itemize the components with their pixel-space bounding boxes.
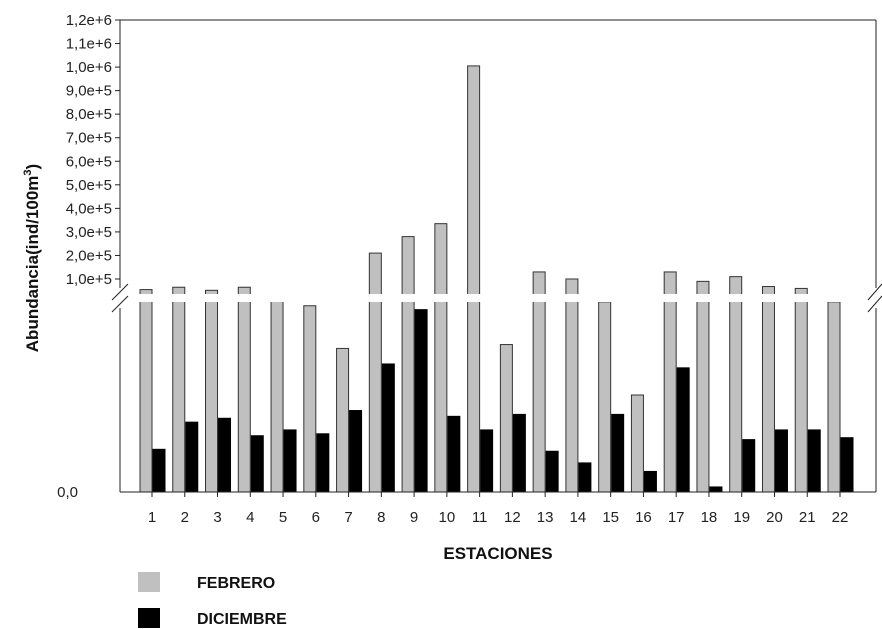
bar-febrero-22 xyxy=(827,301,841,493)
legend: FEBRERO DICIEMBRE xyxy=(138,572,287,628)
bar-febrero-9 xyxy=(401,236,415,493)
bar-diciembre-8 xyxy=(381,363,395,493)
legend-swatch-febrero xyxy=(138,572,160,592)
x-tick-label-1: 1 xyxy=(148,509,156,526)
x-tick-label-8: 8 xyxy=(377,509,385,526)
y-tick-label-9: 9,0e+5 xyxy=(66,83,112,100)
bar-febrero-16 xyxy=(630,394,644,493)
x-tick-label-13: 13 xyxy=(537,509,554,526)
bar-diciembre-6 xyxy=(316,433,330,493)
y-tick-label-12: 1,2e+6 xyxy=(66,12,112,29)
bar-febrero-20 xyxy=(761,286,775,493)
y-axis-title: Abundancia(ind/100m3) xyxy=(22,164,42,352)
x-tick-label-9: 9 xyxy=(410,509,418,526)
bar-febrero-10 xyxy=(434,223,448,493)
y-axis-title-suffix: ) xyxy=(23,164,42,170)
x-tick-label-7: 7 xyxy=(344,509,352,526)
x-tick-label-20: 20 xyxy=(766,509,783,526)
bar-diciembre-9 xyxy=(414,309,428,493)
bar-diciembre-7 xyxy=(349,410,363,493)
x-tick-label-5: 5 xyxy=(279,509,287,526)
bar-febrero-2 xyxy=(172,286,186,493)
break-mark-right-2 xyxy=(867,295,882,313)
y-tick-label-11: 1,1e+6 xyxy=(66,36,112,53)
bar-diciembre-13 xyxy=(545,450,559,493)
bar-febrero-19 xyxy=(729,276,743,493)
bar-febrero-6 xyxy=(303,305,317,493)
bar-diciembre-3 xyxy=(218,417,232,493)
x-tick-label-22: 22 xyxy=(832,509,849,526)
bar-diciembre-10 xyxy=(447,415,461,493)
bar-diciembre-4 xyxy=(250,435,264,493)
bar-febrero-17 xyxy=(663,271,677,493)
bar-diciembre-22 xyxy=(840,437,854,493)
bar-diciembre-2 xyxy=(185,421,199,493)
x-tick-label-10: 10 xyxy=(439,509,456,526)
bar-febrero-14 xyxy=(565,278,579,493)
y-tick-label-7: 7,0e+5 xyxy=(66,130,112,147)
bar-diciembre-21 xyxy=(807,429,821,493)
y-tick-label-6: 6,0e+5 xyxy=(66,153,112,170)
bar-diciembre-11 xyxy=(480,429,494,493)
y-tick-label-1: 1,0e+5 xyxy=(66,271,112,288)
bar-febrero-12 xyxy=(499,344,513,493)
x-tick-label-6: 6 xyxy=(312,509,320,526)
x-tick-label-21: 21 xyxy=(799,509,816,526)
x-tick-label-12: 12 xyxy=(504,509,521,526)
bar-febrero-11 xyxy=(467,65,481,493)
break-mark-right-1 xyxy=(867,283,882,301)
axis-break-gap xyxy=(112,294,882,302)
x-tick-label-3: 3 xyxy=(213,509,221,526)
legend-swatch-diciembre xyxy=(138,608,160,628)
bar-diciembre-1 xyxy=(152,448,166,493)
y-axis-title-superscript: 3 xyxy=(22,169,34,175)
y-tick-label-zero: 0,0 xyxy=(57,484,78,501)
y-tick-label-8: 8,0e+5 xyxy=(66,106,112,123)
bar-febrero-5 xyxy=(270,297,284,493)
x-tick-label-14: 14 xyxy=(570,509,587,526)
x-tick-label-15: 15 xyxy=(602,509,619,526)
x-tick-label-4: 4 xyxy=(246,509,254,526)
bar-febrero-1 xyxy=(139,289,153,493)
x-tick-label-19: 19 xyxy=(733,509,750,526)
y-tick-labels: 1,0e+5 2,0e+5 3,0e+5 4,0e+5 5,0e+5 6,0e+5 7,0e… xyxy=(57,12,112,501)
bar-febrero-7 xyxy=(336,347,350,493)
bar-diciembre-15 xyxy=(611,413,625,493)
bar-febrero-3 xyxy=(205,289,219,493)
bar-diciembre-20 xyxy=(774,429,788,493)
x-axis-title: ESTACIONES xyxy=(443,544,552,563)
bar-febrero-21 xyxy=(794,287,808,493)
y-axis-title-main: Abundancia(ind/100m xyxy=(23,176,42,353)
bar-diciembre-19 xyxy=(742,439,756,493)
bar-diciembre-12 xyxy=(512,413,526,493)
break-mark-left-2 xyxy=(111,295,129,313)
bar-febrero-4 xyxy=(237,286,251,493)
x-tick-label-2: 2 xyxy=(181,509,189,526)
y-tick-label-4: 4,0e+5 xyxy=(66,200,112,217)
bar-diciembre-18 xyxy=(709,486,723,493)
bar-diciembre-17 xyxy=(676,367,690,493)
y-tick-label-3: 3,0e+5 xyxy=(66,224,112,241)
bar-diciembre-5 xyxy=(283,429,297,493)
x-tick-label-11: 11 xyxy=(472,509,488,526)
x-tick-label-16: 16 xyxy=(635,509,652,526)
bar-febrero-18 xyxy=(696,280,710,493)
bar-febrero-15 xyxy=(598,301,612,493)
x-tick-label-17: 17 xyxy=(668,509,685,526)
x-tick-labels: 1 2 3 4 5 6 7 8 9 10 11 12 13 14 15 16 17 18 19 20 21 22 xyxy=(148,509,849,526)
y-tick-label-2: 2,0e+5 xyxy=(66,247,112,264)
legend-label-diciembre: DICIEMBRE xyxy=(197,611,287,628)
y-tick-label-5: 5,0e+5 xyxy=(66,177,112,194)
legend-label-febrero: FEBRERO xyxy=(197,575,275,592)
y-tick-label-10: 1,0e+6 xyxy=(66,59,112,76)
bar-diciembre-16 xyxy=(643,470,657,493)
axes-group xyxy=(111,19,882,497)
break-mark-left-1 xyxy=(111,283,129,301)
bar-diciembre-14 xyxy=(578,462,592,493)
bars-group xyxy=(139,65,854,493)
bar-febrero-8 xyxy=(368,252,382,493)
x-tick-label-18: 18 xyxy=(701,509,718,526)
bar-febrero-13 xyxy=(532,271,546,493)
